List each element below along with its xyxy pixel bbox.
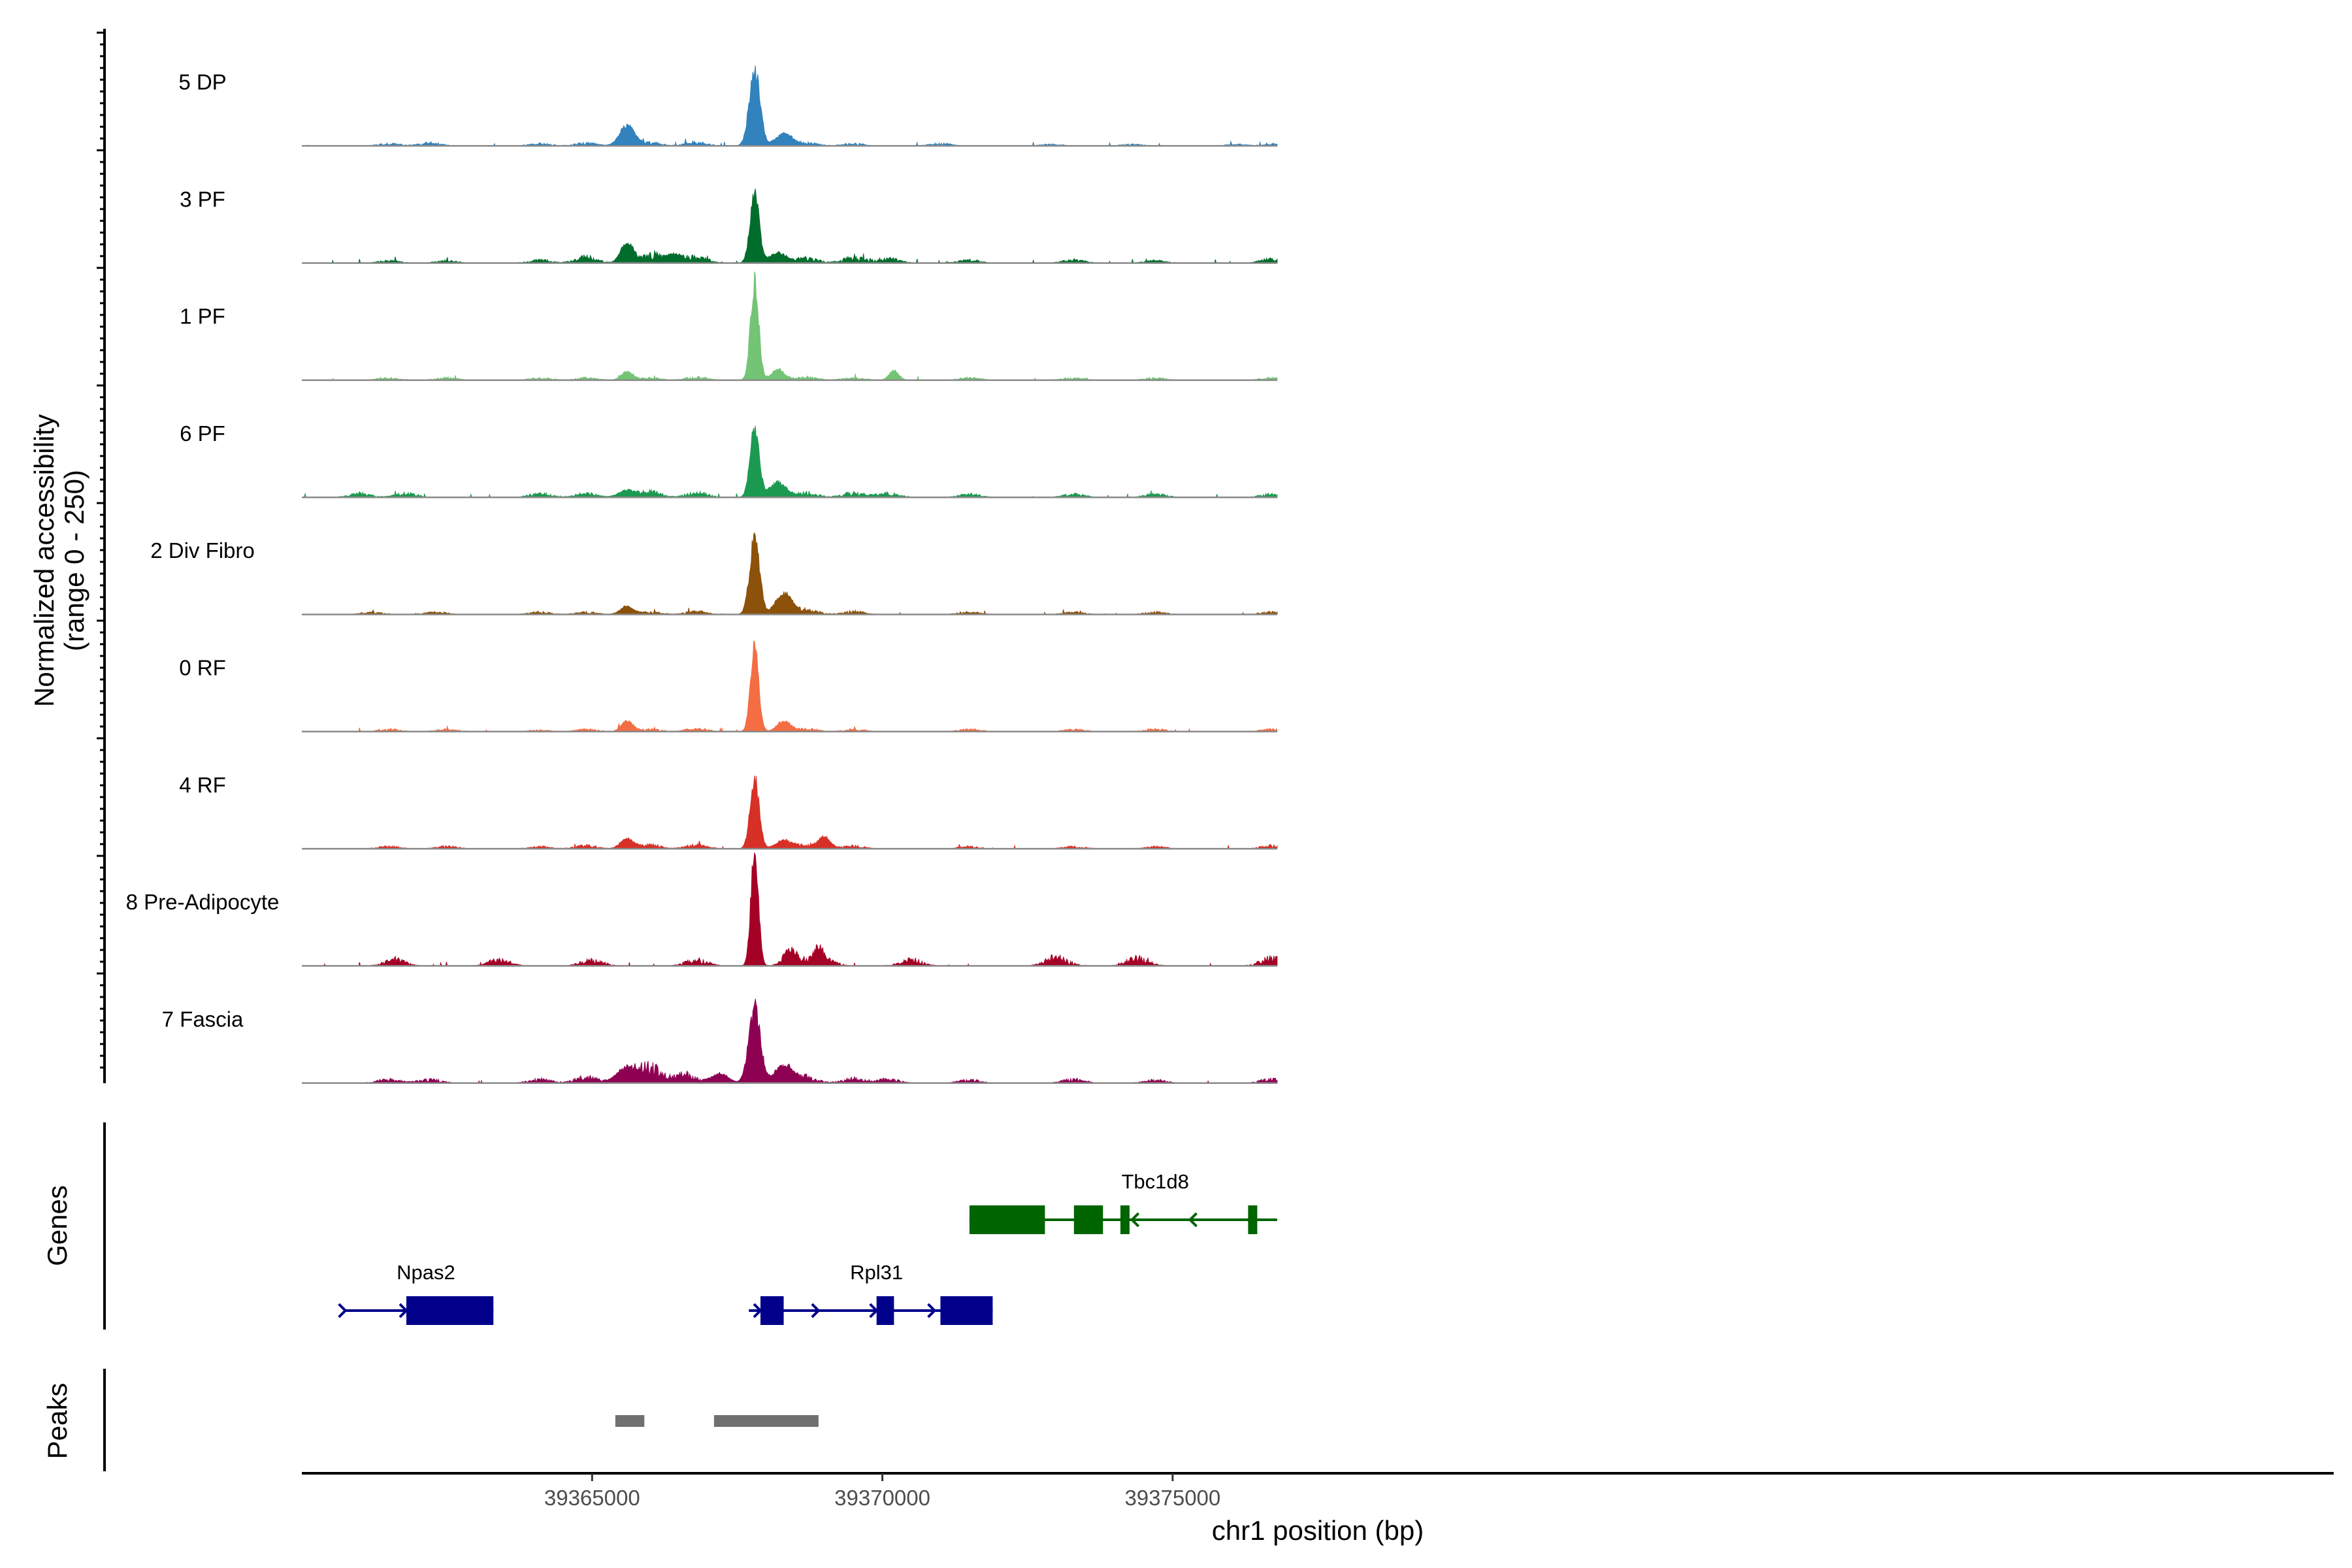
coverage-track: 5 DP xyxy=(178,65,1278,147)
coverage-area xyxy=(302,998,1278,1084)
gene-models: Npas2 Rpl31 Tbc1d8 xyxy=(338,1170,1277,1325)
strand-arrow xyxy=(1130,1212,1140,1228)
track-label: 0 RF xyxy=(179,656,226,680)
genes-panel: Genes Npas2 Rpl31 Tbc1d8 xyxy=(42,1122,1277,1330)
coverage-track: 7 Fascia xyxy=(162,998,1278,1084)
strand-arrow xyxy=(753,1303,762,1318)
coverage-area xyxy=(302,776,1278,849)
coverage-track: 4 RF xyxy=(179,773,1278,850)
x-tick-label: 39365000 xyxy=(544,1486,640,1510)
strand-arrow xyxy=(927,1303,937,1318)
track-label: 3 PF xyxy=(180,187,225,211)
coverage-track: 3 PF xyxy=(180,187,1278,264)
track-label: 4 RF xyxy=(179,773,226,797)
track-label: 1 PF xyxy=(180,304,225,329)
coverage-track: 1 PF xyxy=(180,271,1278,382)
y-axis-range-label: (range 0 - 250) xyxy=(59,470,90,651)
strand-arrow xyxy=(869,1303,879,1318)
peaks-panel: Peaks xyxy=(42,1369,819,1471)
gene-label: Npas2 xyxy=(397,1261,455,1284)
coverage-track: 2 Div Fibro xyxy=(150,532,1278,615)
track-label: 6 PF xyxy=(180,421,225,446)
track-label: 2 Div Fibro xyxy=(150,538,255,563)
peaks-panel-title: Peaks xyxy=(42,1383,73,1460)
x-axis-ticks: 39365000 39370000 39375000 xyxy=(544,1473,1220,1510)
gene-model: Rpl31 xyxy=(749,1261,993,1325)
strand-arrow xyxy=(338,1303,348,1318)
y-axis-title: Normalized accessibility xyxy=(29,414,59,707)
gene-exon xyxy=(1248,1205,1258,1234)
gene-exon xyxy=(1073,1205,1103,1234)
gene-exon xyxy=(1120,1205,1130,1234)
peak-region xyxy=(713,1415,819,1427)
peak-regions xyxy=(615,1415,819,1427)
gene-exon xyxy=(876,1296,894,1325)
coverage-area xyxy=(302,425,1278,498)
gene-exon xyxy=(969,1205,1045,1234)
x-axis: 39365000 39370000 39375000 chr1 position (… xyxy=(302,1472,2334,1546)
track-label: 5 DP xyxy=(178,70,226,94)
gene-model: Tbc1d8 xyxy=(969,1170,1277,1234)
strand-arrow xyxy=(1246,1212,1256,1228)
coverage-panel: 5 DP 3 PF 1 PF 6 PF 2 Div Fibro 0 RF 4 RF 8 Pre… xyxy=(29,29,1278,1084)
strand-arrow xyxy=(399,1303,408,1318)
coverage-track: 6 PF xyxy=(180,421,1278,498)
peak-region xyxy=(615,1415,645,1427)
coverage-area xyxy=(302,640,1278,732)
gene-label: Tbc1d8 xyxy=(1121,1170,1188,1193)
x-tick-label: 39370000 xyxy=(834,1486,930,1510)
coverage-area xyxy=(302,188,1278,264)
genes-panel-title: Genes xyxy=(42,1185,73,1266)
strand-arrow xyxy=(1188,1212,1198,1228)
x-axis-title: chr1 position (bp) xyxy=(1212,1515,1424,1546)
coverage-area xyxy=(302,65,1278,146)
gene-exon xyxy=(760,1296,784,1325)
gene-label: Rpl31 xyxy=(850,1261,903,1284)
coverage-track: 0 RF xyxy=(179,640,1278,733)
x-tick-label: 39375000 xyxy=(1124,1486,1220,1510)
gene-exon xyxy=(940,1296,993,1325)
coverage-track: 8 Pre-Adipocyte xyxy=(126,852,1278,967)
coverage-y-ticks xyxy=(97,31,105,1069)
track-label: 8 Pre-Adipocyte xyxy=(126,890,280,914)
coverage-area xyxy=(302,271,1278,381)
track-label: 7 Fascia xyxy=(162,1007,244,1031)
coverage-tracks: 5 DP 3 PF 1 PF 6 PF 2 Div Fibro 0 RF 4 RF 8 Pre… xyxy=(126,65,1278,1084)
coverage-area xyxy=(302,532,1278,615)
strand-arrow xyxy=(811,1303,821,1318)
gene-model: Npas2 xyxy=(338,1261,494,1325)
coverage-area xyxy=(302,852,1278,966)
gene-exon xyxy=(406,1296,494,1325)
